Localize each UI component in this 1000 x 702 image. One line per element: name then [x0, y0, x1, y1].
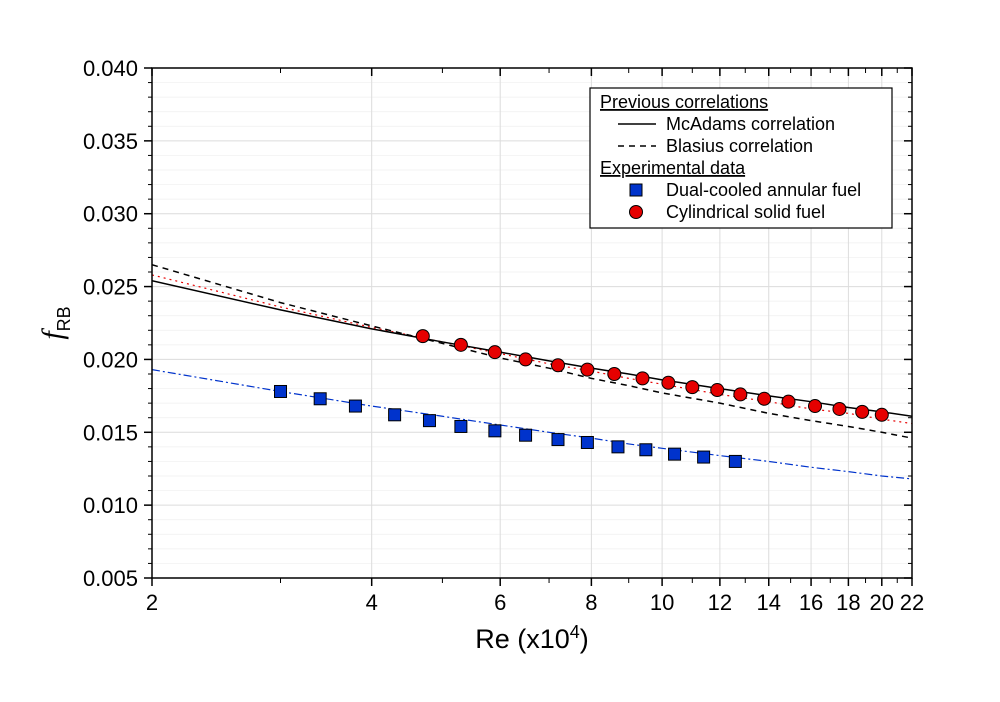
marker-circle [686, 381, 699, 394]
chart-container: 2 4 6 8 10 12 14 16 18 2022 0.005 0.010 0.015 0.020 0.… [0, 0, 1000, 702]
legend-group-title: Experimental data [600, 158, 746, 178]
marker-square [423, 415, 435, 427]
y-tick-label: 0.020 [83, 347, 138, 372]
marker-circle [488, 346, 501, 359]
marker-square [275, 385, 287, 397]
marker-circle [875, 408, 888, 421]
marker-square [455, 420, 467, 432]
legend-item-label: Cylindrical solid fuel [666, 202, 825, 222]
x-tick-label: 2 [146, 590, 158, 615]
legend-item-label: McAdams correlation [666, 114, 835, 134]
y-tick-label: 0.025 [83, 275, 138, 300]
marker-circle [782, 395, 795, 408]
marker-square [581, 436, 593, 448]
y-tick-label: 0.040 [83, 56, 138, 81]
x-tick-label: 8 [585, 590, 597, 615]
y-tick-label: 0.005 [83, 566, 138, 591]
x-tick-label: 12 [708, 590, 732, 615]
x-tick-label: 10 [650, 590, 674, 615]
marker-circle [711, 384, 724, 397]
marker-circle [581, 363, 594, 376]
legend-marker-circle [630, 206, 643, 219]
marker-square [669, 448, 681, 460]
x-tick-label: 16 [799, 590, 823, 615]
marker-circle [662, 376, 675, 389]
x-tick-label: 6 [494, 590, 506, 615]
legend-item-label: Dual-cooled annular fuel [666, 180, 861, 200]
marker-circle [608, 368, 621, 381]
y-tick-label: 0.010 [83, 493, 138, 518]
y-tick-label: 0.030 [83, 202, 138, 227]
x-tick-label: 18 [836, 590, 860, 615]
x-tick-label: 22 [900, 590, 924, 615]
marker-square [314, 393, 326, 405]
marker-square [489, 425, 501, 437]
marker-circle [734, 388, 747, 401]
marker-circle [551, 359, 564, 372]
legend: Previous correlationsMcAdams correlation… [590, 88, 892, 228]
marker-circle [856, 405, 869, 418]
marker-circle [758, 392, 771, 405]
marker-square [698, 451, 710, 463]
legend-marker-square [630, 184, 642, 196]
marker-circle [519, 353, 532, 366]
x-tick-label: 14 [757, 590, 781, 615]
marker-square [640, 444, 652, 456]
x-tick-label: 20 [870, 590, 894, 615]
y-tick-label: 0.035 [83, 129, 138, 154]
x-tick-label: 4 [366, 590, 378, 615]
marker-circle [809, 400, 822, 413]
marker-circle [833, 402, 846, 415]
chart-svg: 2 4 6 8 10 12 14 16 18 2022 0.005 0.010 0.015 0.020 0.… [0, 0, 1000, 702]
marker-square [729, 455, 741, 467]
marker-square [389, 409, 401, 421]
marker-square [612, 441, 624, 453]
marker-circle [636, 372, 649, 385]
marker-circle [416, 330, 429, 343]
legend-group-title: Previous correlations [600, 92, 768, 112]
marker-square [520, 429, 532, 441]
marker-square [552, 434, 564, 446]
marker-square [349, 400, 361, 412]
marker-circle [454, 338, 467, 351]
y-tick-label: 0.015 [83, 420, 138, 445]
legend-item-label: Blasius correlation [666, 136, 813, 156]
